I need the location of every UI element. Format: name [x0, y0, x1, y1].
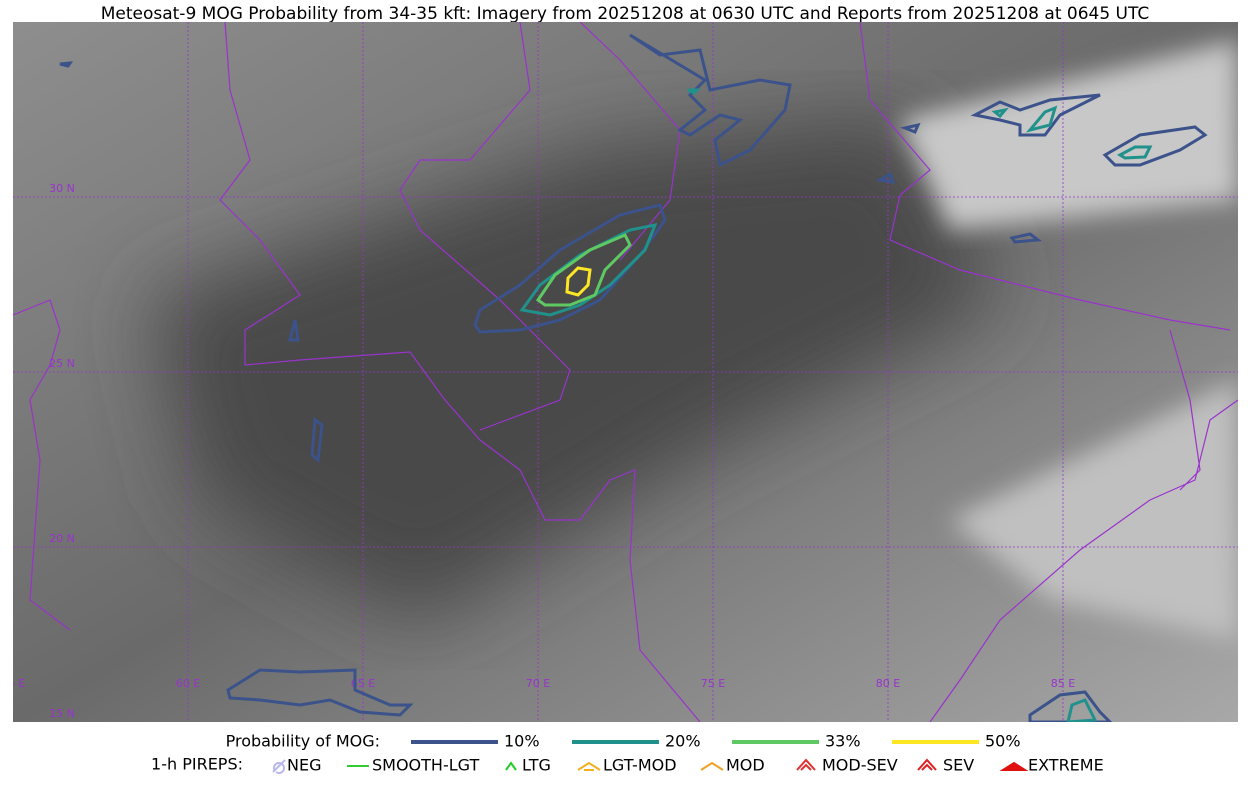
pirep-icon	[272, 759, 286, 774]
contour-10	[473, 203, 667, 334]
lon-label: 55 E	[1, 677, 25, 690]
lon-label: 65 E	[351, 677, 375, 690]
cloud	[900, 40, 1238, 230]
lon-label: 70 E	[526, 677, 550, 690]
contour-10	[226, 668, 414, 717]
contour-20	[1066, 698, 1098, 722]
lon-label: 85 E	[1051, 677, 1075, 690]
cloud	[950, 380, 1238, 640]
borders	[13, 22, 1238, 722]
grid: 55 E 60 E 65 E 70 E 75 E 80 E 85 E 30 N 25 N 20 N…	[1, 22, 1238, 722]
map: 55 E 60 E 65 E 70 E 75 E 80 E 85 E 30 N 25 N 20 N…	[1, 22, 1238, 722]
pirep-label: SEV	[943, 756, 974, 775]
legend: Probability of MOG: 1-h PIREPS: 10% 20% 33…	[151, 732, 1104, 775]
pirep-label: SMOOTH-LGT	[372, 756, 479, 775]
contours	[59, 33, 1208, 722]
pirep-label: MOD-SEV	[822, 756, 898, 775]
lat-label: 30 N	[49, 182, 75, 195]
dark-band	[150, 120, 1000, 620]
pirep-icon	[577, 761, 601, 771]
pirep-icon	[700, 761, 724, 771]
pirep-label: LTG	[522, 756, 551, 775]
pirep-label: LGT-MOD	[603, 756, 677, 775]
lat-label: 15 N	[49, 707, 75, 720]
lon-label: 80 E	[876, 677, 900, 690]
contour-20	[1116, 145, 1153, 160]
contour-20	[1025, 105, 1058, 133]
contour-50	[565, 266, 592, 297]
legend-title: 1-h PIREPS:	[151, 755, 243, 774]
legend-label: 20%	[665, 732, 701, 751]
pirep-icon	[796, 758, 816, 771]
contour-33	[535, 233, 632, 307]
lon-label: 60 E	[176, 677, 200, 690]
legend-title: Probability of MOG:	[226, 732, 380, 751]
legend-label: 10%	[504, 732, 540, 751]
pirep-label: MOD	[726, 756, 765, 775]
pirep-label: NEG	[287, 756, 321, 775]
contour-10	[1102, 125, 1208, 167]
contour-10	[970, 93, 1101, 137]
legend-label: 33%	[825, 732, 861, 751]
legend-label: 50%	[985, 732, 1021, 751]
lon-label: 75 E	[701, 677, 725, 690]
pirep-icon	[505, 761, 517, 771]
contour-10	[1028, 690, 1113, 722]
pirep-label: EXTREME	[1028, 756, 1104, 775]
lat-label: 25 N	[49, 357, 75, 370]
title: Meteosat-9 MOG Probability from 34-35 kf…	[101, 4, 1150, 24]
pirep-icon	[917, 758, 937, 771]
contour-10	[59, 61, 1043, 463]
contour-20	[687, 88, 1009, 119]
contour-10	[629, 33, 792, 168]
pirep-icon	[999, 761, 1029, 771]
lat-label: 20 N	[49, 532, 75, 545]
